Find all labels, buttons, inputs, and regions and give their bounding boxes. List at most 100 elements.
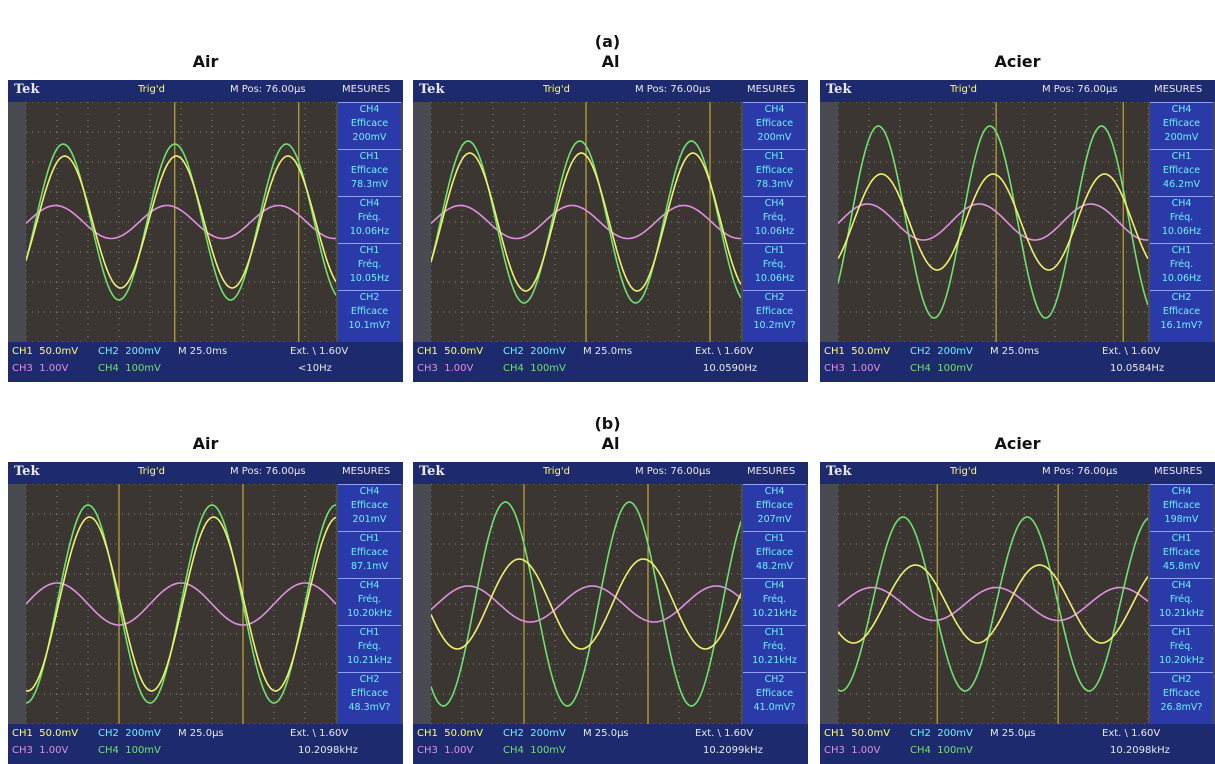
measure-value: 10.20kHz — [1159, 655, 1204, 666]
trigger-freq: <10Hz — [298, 363, 332, 374]
trigger-freq: 10.2098kHz — [1110, 745, 1170, 756]
m-pos: M Pos: 76.00µs — [1042, 84, 1118, 95]
trigger: Trig'd — [950, 466, 977, 477]
menu-title: MESURES — [1154, 84, 1203, 95]
wave-ch3 — [26, 204, 336, 240]
measure-kind: Fréq. — [1169, 259, 1194, 270]
trigger: Trig'd — [138, 84, 165, 95]
measure-channel: CH1 — [359, 627, 380, 638]
panel-title: Acier — [994, 434, 1041, 453]
m-pos: M Pos: 76.00µs — [1042, 466, 1118, 477]
measure: CH2 Efficace 10.1mV? — [338, 290, 401, 337]
ch1-scale: CH1 50.0mV — [417, 346, 484, 357]
measure: CH1 Fréq. 10.20kHz — [1150, 625, 1213, 672]
measure-channel: CH4 — [1171, 198, 1192, 209]
measure-value: 10.21kHz — [752, 608, 797, 619]
m-pos: M Pos: 76.00µs — [635, 466, 711, 477]
m-pos: M Pos: 76.00µs — [635, 84, 711, 95]
measure-channel: CH4 — [1171, 104, 1192, 115]
wave-ch1 — [26, 155, 336, 289]
measure-kind: Efficace — [350, 500, 389, 511]
measure-kind: Efficace — [755, 547, 794, 558]
trigger-freq: 10.2098kHz — [298, 745, 358, 756]
measure: CH1 Fréq. 10.21kHz — [743, 625, 806, 672]
ch1-scale: CH1 50.0mV — [824, 728, 891, 739]
measure-channel: CH2 — [764, 292, 785, 303]
measure-channel: CH1 — [359, 151, 380, 162]
measure-kind: Fréq. — [357, 259, 382, 270]
measure-value: 10.05Hz — [349, 273, 390, 284]
measure-channel: CH4 — [764, 486, 785, 497]
ch3-scale: CH3 1.00V — [417, 745, 474, 756]
measure-channel: CH1 — [764, 533, 785, 544]
measure-kind: Efficace — [1162, 547, 1201, 558]
footer: CH1 50.0mV CH2 200mV M 25.0ms Ext. \ 1.60V C… — [413, 342, 808, 382]
measure-value: 200mV — [1164, 132, 1199, 143]
menu-title: MESURES — [342, 466, 391, 477]
measure-channel: CH1 — [1171, 627, 1192, 638]
trigger-level: Ext. \ 1.60V — [290, 728, 349, 739]
ch2-scale: CH2 200mV — [910, 346, 973, 357]
ch3-scale: CH3 1.00V — [824, 363, 881, 374]
measure-kind: Efficace — [1162, 118, 1201, 129]
measure: CH1 Fréq. 10.05Hz — [338, 243, 401, 290]
measure-kind: Fréq. — [357, 641, 382, 652]
grid — [431, 484, 741, 724]
footer: CH1 50.0mV CH2 200mV M 25.0µs Ext. \ 1.60V C… — [820, 724, 1215, 764]
wave-ch3 — [26, 582, 336, 626]
measure-channel: CH4 — [359, 104, 380, 115]
measure-kind: Efficace — [350, 306, 389, 317]
measure-value: 46.2mV — [1163, 179, 1200, 190]
measure: CH4 Fréq. 10.06Hz — [338, 196, 401, 243]
grid — [431, 102, 741, 342]
scope-screen: Tek Trig'd M Pos: 76.00µs MESURES CH4 Efficac… — [413, 80, 808, 382]
measure-kind: Efficace — [755, 688, 794, 699]
top-bar: Tek Trig'd M Pos: 76.00µs MESURES — [820, 80, 1215, 102]
measure-channel: CH4 — [764, 198, 785, 209]
footer: CH1 50.0mV CH2 200mV M 25.0µs Ext. \ 1.60V C… — [413, 724, 808, 764]
measure-channel: CH2 — [1171, 292, 1192, 303]
ch1-scale: CH1 50.0mV — [12, 346, 79, 357]
measure-kind: Fréq. — [1169, 641, 1194, 652]
measure: CH4 Efficace 200mV — [743, 102, 806, 149]
ch4-scale: CH4 100mV — [910, 745, 973, 756]
measure-channel: CH4 — [359, 580, 380, 591]
wave-ch3 — [431, 585, 741, 623]
measure: CH4 Fréq. 10.21kHz — [743, 578, 806, 625]
measure-value: 41.0mV? — [753, 702, 796, 713]
measure: CH2 Efficace 16.1mV? — [1150, 290, 1213, 337]
measure: CH2 Efficace 26.8mV? — [1150, 672, 1213, 719]
measure-channel: CH4 — [764, 580, 785, 591]
scope-screen: Tek Trig'd M Pos: 76.00µs MESURES CH4 Efficac… — [820, 462, 1215, 764]
measure-value: 48.2mV — [756, 561, 793, 572]
measure-channel: CH1 — [764, 245, 785, 256]
ch2-scale: CH2 200mV — [98, 346, 161, 357]
measure-kind: Efficace — [350, 547, 389, 558]
measure-panel: CH4 Efficace 201mV CH1 Efficace 87.1mV CH4 Fréq… — [338, 484, 401, 724]
measure-channel: CH1 — [764, 627, 785, 638]
measure-channel: CH2 — [359, 292, 380, 303]
measure: CH4 Fréq. 10.20kHz — [338, 578, 401, 625]
timebase: M 25.0ms — [990, 346, 1040, 357]
measure-value: 16.1mV? — [1160, 320, 1203, 331]
trigger-level: Ext. \ 1.60V — [1102, 346, 1161, 357]
menu-title: MESURES — [1154, 466, 1203, 477]
measure: CH4 Efficace 200mV — [1150, 102, 1213, 149]
measure: CH1 Fréq. 10.06Hz — [1150, 243, 1213, 290]
wave-ch1 — [838, 564, 1148, 644]
measure-panel: CH4 Efficace 207mV CH1 Efficace 48.2mV CH4 Fréq… — [743, 484, 806, 724]
menu-title: MESURES — [747, 84, 796, 95]
brand: Tek — [14, 82, 40, 97]
scope-screen: Tek Trig'd M Pos: 76.00µs MESURES CH4 Efficac… — [8, 462, 403, 764]
ch4-scale: CH4 100mV — [98, 745, 161, 756]
measure: CH4 Efficace 207mV — [743, 484, 806, 531]
measure-kind: Efficace — [1162, 500, 1201, 511]
grid — [838, 102, 1148, 342]
wave-ch1 — [431, 152, 741, 292]
panel-title: Air — [192, 434, 219, 453]
measure-panel: CH4 Efficace 200mV CH1 Efficace 78.3mV CH4 Fréq… — [338, 102, 401, 342]
measure-channel: CH2 — [764, 674, 785, 685]
measure: CH1 Fréq. 10.21kHz — [338, 625, 401, 672]
measure-channel: CH4 — [1171, 580, 1192, 591]
